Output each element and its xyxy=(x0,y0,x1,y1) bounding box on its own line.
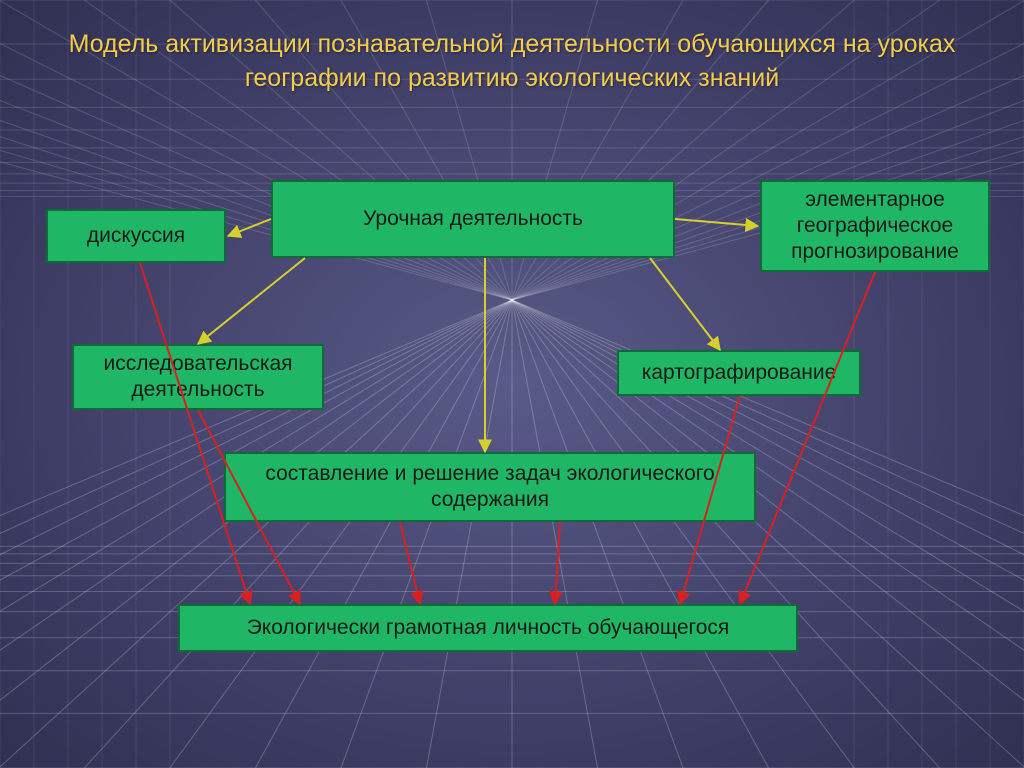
node-tasks-label: составление и решение задач экологическо… xyxy=(236,461,744,514)
node-research: исследовательская деятельность xyxy=(72,344,324,410)
node-research-label: исследовательская деятельность xyxy=(84,351,312,404)
node-discussion-label: дискуссия xyxy=(87,223,185,249)
node-root-label: Урочная деятельность xyxy=(363,206,583,232)
node-forecast-label: элементарное географическое прогнозирова… xyxy=(772,187,978,266)
node-mapping-label: картографирование xyxy=(642,360,837,386)
node-forecast: элементарное географическое прогнозирова… xyxy=(760,180,990,272)
node-discussion: дискуссия xyxy=(46,209,226,263)
node-mapping: картографирование xyxy=(617,350,861,396)
node-root: Урочная деятельность xyxy=(271,180,675,258)
node-tasks: составление и решение задач экологическо… xyxy=(224,452,756,522)
node-outcome-label: Экологически грамотная личность обучающе… xyxy=(247,615,730,641)
slide-title: Модель активизации познавательной деятел… xyxy=(60,28,964,96)
node-outcome: Экологически грамотная личность обучающе… xyxy=(178,604,798,652)
